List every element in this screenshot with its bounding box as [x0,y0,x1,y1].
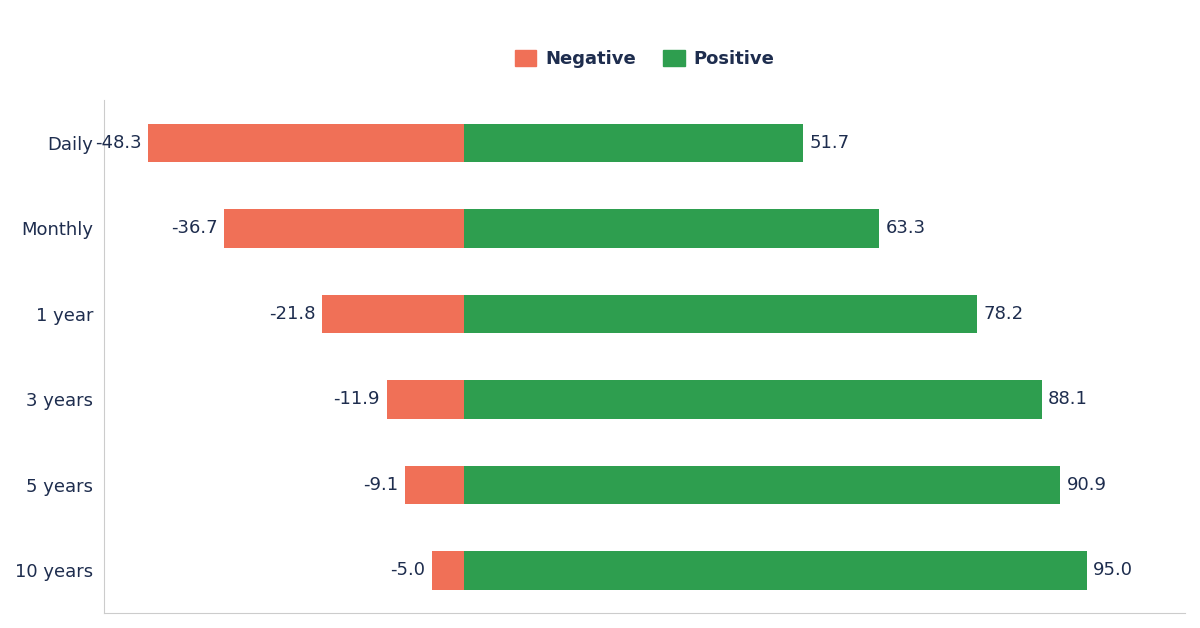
Bar [464,295,977,333]
Text: -36.7: -36.7 [170,219,217,237]
Text: 95.0: 95.0 [1093,561,1133,580]
Bar [224,209,464,247]
Bar [432,551,464,590]
Bar [148,124,464,162]
Text: 63.3: 63.3 [886,219,925,237]
Bar [322,295,464,333]
Bar [386,380,464,419]
Legend: Negative, Positive: Negative, Positive [508,43,782,75]
Bar [464,551,1087,590]
Bar [464,466,1060,504]
Text: 88.1: 88.1 [1048,391,1088,408]
Bar [464,380,1042,419]
Text: -5.0: -5.0 [390,561,425,580]
Text: 51.7: 51.7 [810,134,850,152]
Text: -11.9: -11.9 [334,391,380,408]
Text: 90.9: 90.9 [1067,476,1106,494]
Bar [404,466,464,504]
Text: -21.8: -21.8 [269,305,316,323]
Text: 78.2: 78.2 [983,305,1024,323]
Text: -48.3: -48.3 [95,134,142,152]
Bar [464,209,880,247]
Text: -9.1: -9.1 [364,476,398,494]
Bar [464,124,803,162]
